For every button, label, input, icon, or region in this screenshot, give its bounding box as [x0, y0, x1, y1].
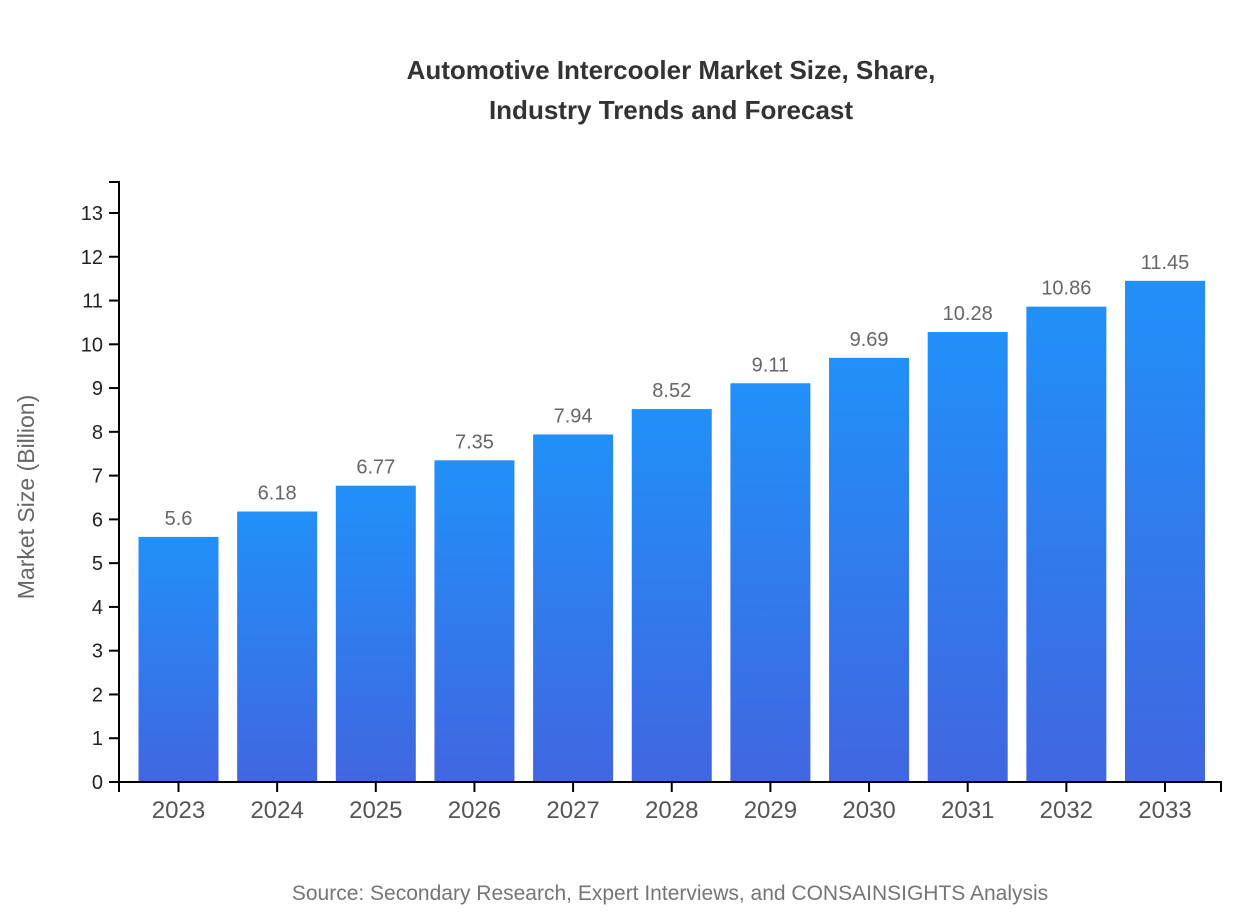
value-label-2023: 5.6 [165, 508, 193, 530]
bar-2027 [533, 434, 614, 782]
y-axis-line [109, 181, 120, 783]
bar-2026 [434, 460, 515, 782]
bar-2032 [1026, 306, 1107, 782]
value-label-2033: 11.45 [1141, 252, 1190, 274]
y-tick-label-9: 9 [92, 378, 103, 400]
source-note: Source: Secondary Research, Expert Inter… [292, 882, 1048, 905]
bar-2028 [631, 409, 712, 782]
chart-title-line-2: Industry Trends and Forecast [489, 95, 853, 125]
x-axis-line [118, 781, 1222, 792]
y-tick-label-12: 12 [81, 247, 103, 269]
bar-2024 [237, 511, 318, 782]
x-tick-label-2027: 2027 [546, 797, 599, 824]
y-tick-label-0: 0 [92, 772, 103, 794]
y-tick-label-5: 5 [92, 553, 103, 575]
value-label-2030: 9.69 [850, 329, 889, 351]
bar-2033 [1125, 280, 1205, 782]
y-tick-label-7: 7 [92, 466, 103, 488]
bar-2030 [829, 357, 910, 782]
y-tick-label-6: 6 [92, 509, 103, 531]
y-tick-label-13: 13 [81, 203, 103, 225]
value-label-2024: 6.18 [258, 483, 297, 505]
value-label-2031: 10.28 [943, 303, 993, 325]
y-tick-label-4: 4 [92, 597, 103, 619]
bar-2029 [730, 383, 811, 782]
value-label-2025: 6.77 [356, 457, 395, 479]
x-tick-label-2029: 2029 [744, 797, 797, 824]
y-tick-label-3: 3 [92, 641, 103, 663]
bar-2023 [138, 536, 219, 782]
x-tick-label-2028: 2028 [645, 797, 698, 824]
value-label-2032: 10.86 [1041, 278, 1091, 300]
x-tick-label-2024: 2024 [250, 797, 303, 824]
bar-2031 [927, 332, 1008, 782]
x-tick-label-2025: 2025 [349, 797, 402, 824]
x-tick-label-2032: 2032 [1040, 797, 1093, 824]
y-tick-label-10: 10 [81, 334, 103, 356]
y-axis-title: Market Size (Billion) [13, 395, 39, 600]
y-tick-label-2: 2 [92, 684, 103, 706]
x-tick-label-2030: 2030 [842, 797, 895, 824]
y-tick-label-11: 11 [82, 291, 103, 313]
y-tick-label-1: 1 [92, 728, 103, 750]
x-tick-label-2033: 2033 [1138, 797, 1191, 824]
chart-title-line-1: Automotive Intercooler Market Size, Shar… [407, 55, 936, 85]
value-label-2026: 7.35 [455, 431, 494, 453]
x-tick-label-2026: 2026 [448, 797, 501, 824]
x-tick-label-2023: 2023 [152, 797, 205, 824]
value-label-2028: 8.52 [652, 380, 691, 402]
y-tick-label-8: 8 [92, 422, 103, 444]
value-label-2027: 7.94 [554, 405, 593, 427]
value-label-2029: 9.11 [752, 354, 789, 376]
bar-2025 [335, 485, 416, 782]
x-tick-label-2031: 2031 [941, 797, 994, 824]
